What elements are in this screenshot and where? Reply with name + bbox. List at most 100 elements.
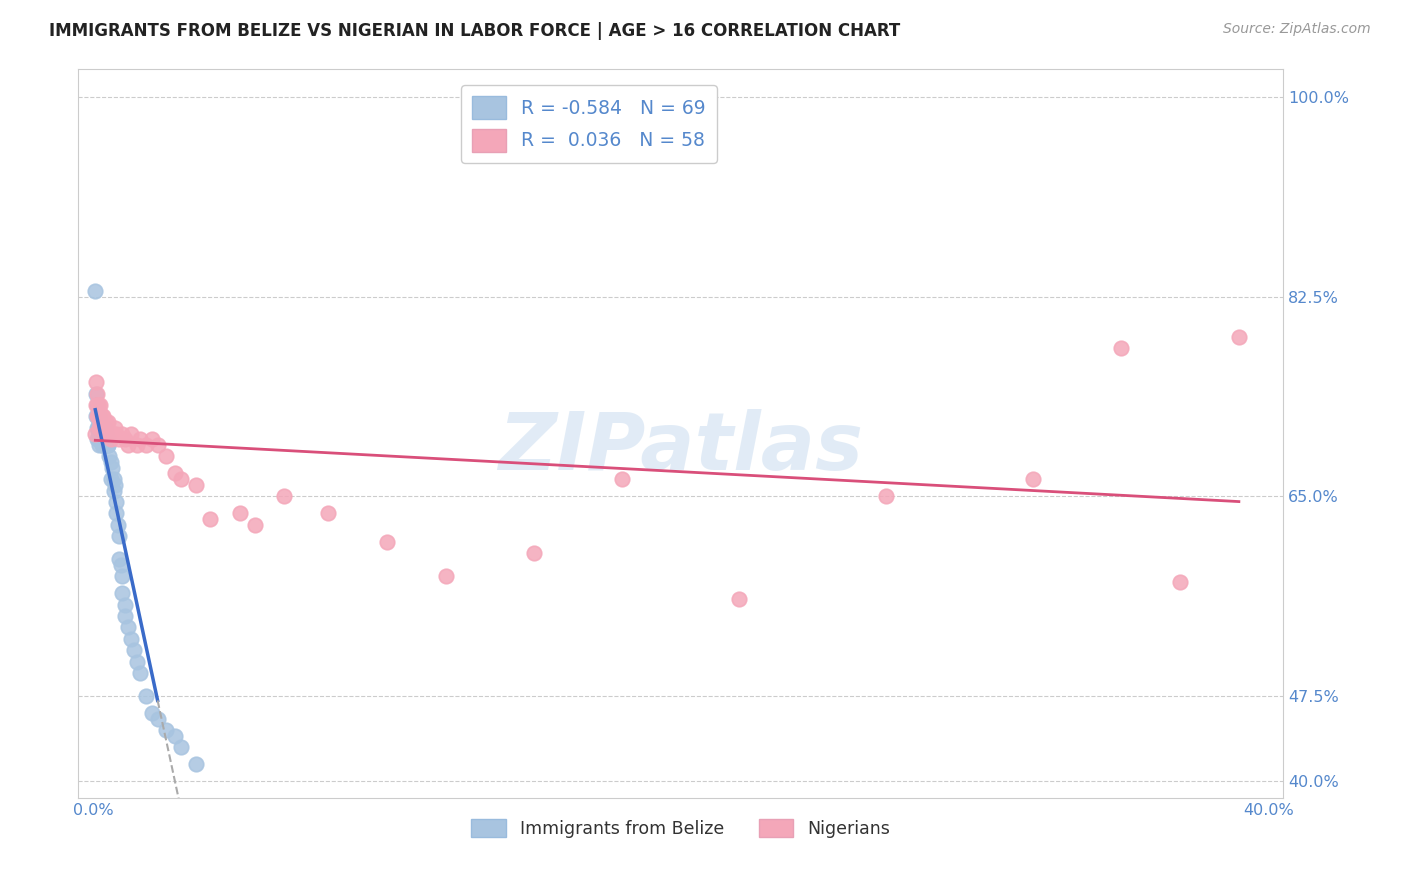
Point [165,729,187,743]
Point [184,478,207,492]
Point [86,421,108,435]
Point [87,421,110,435]
Point [100,472,122,486]
Point [87,421,110,435]
Point [89,426,111,441]
Point [101,460,124,475]
Point [105,426,128,441]
Point [84,284,107,298]
Point [97,426,120,441]
Point [120,426,142,441]
Point [89,398,111,412]
Point [94,426,117,441]
Point [91,426,114,441]
Point [93,438,115,452]
Point [125,438,148,452]
Point [108,552,131,566]
Point [375,534,398,549]
Point [129,432,152,446]
Point [107,517,129,532]
Point [1227,329,1250,343]
Point [108,432,131,446]
Point [103,483,125,498]
Point [105,495,128,509]
Point [1168,574,1191,589]
Point [84,409,107,424]
Point [90,415,112,429]
Point [96,432,118,446]
Point [93,426,115,441]
Point [96,426,118,441]
Point [90,432,112,446]
Point [86,421,108,435]
Point [135,438,157,452]
Point [141,432,163,446]
Point [87,426,110,441]
Point [90,421,112,435]
Point [200,512,222,526]
Point [93,432,115,446]
Point [90,426,112,441]
Point [110,558,132,572]
Legend: Immigrants from Belize, Nigerians: Immigrants from Belize, Nigerians [464,812,897,845]
Point [89,409,111,424]
Point [91,421,114,435]
Point [87,409,110,424]
Point [87,438,110,452]
Point [86,386,108,401]
Point [97,438,120,452]
Point [89,426,111,441]
Point [184,757,207,772]
Point [90,415,112,429]
Point [114,598,136,612]
Point [100,455,122,469]
Point [87,409,110,424]
Text: Source: ZipAtlas.com: Source: ZipAtlas.com [1223,22,1371,37]
Point [93,415,115,429]
Point [114,609,136,624]
Point [89,415,111,429]
Point [728,591,751,606]
Point [122,643,145,657]
Point [97,415,120,429]
Point [97,432,120,446]
Point [141,706,163,720]
Point [108,529,131,543]
Point [100,426,122,441]
Point [97,438,120,452]
Point [155,450,177,464]
Point [91,409,114,424]
Point [104,421,127,435]
Point [103,426,125,441]
Point [98,450,121,464]
Point [129,666,152,681]
Point [90,421,112,435]
Point [155,723,177,737]
Point [86,409,108,424]
Point [93,438,115,452]
Point [86,375,108,389]
Point [114,432,136,446]
Point [1022,472,1045,486]
Point [273,489,295,503]
Point [1111,341,1133,355]
Text: ZIPatlas: ZIPatlas [498,409,863,487]
Point [91,438,114,452]
Point [89,415,111,429]
Point [111,569,134,583]
Point [96,415,118,429]
Point [243,517,266,532]
Point [90,438,112,452]
Point [91,415,114,429]
Point [146,712,169,726]
Text: IMMIGRANTS FROM BELIZE VS NIGERIAN IN LABOR FORCE | AGE > 16 CORRELATION CHART: IMMIGRANTS FROM BELIZE VS NIGERIAN IN LA… [49,22,900,40]
Point [111,586,134,600]
Point [111,426,134,441]
Point [229,506,252,520]
Point [90,421,112,435]
Point [89,403,111,417]
Point [96,438,118,452]
Point [146,438,169,452]
Point [120,632,142,646]
Point [103,472,125,486]
